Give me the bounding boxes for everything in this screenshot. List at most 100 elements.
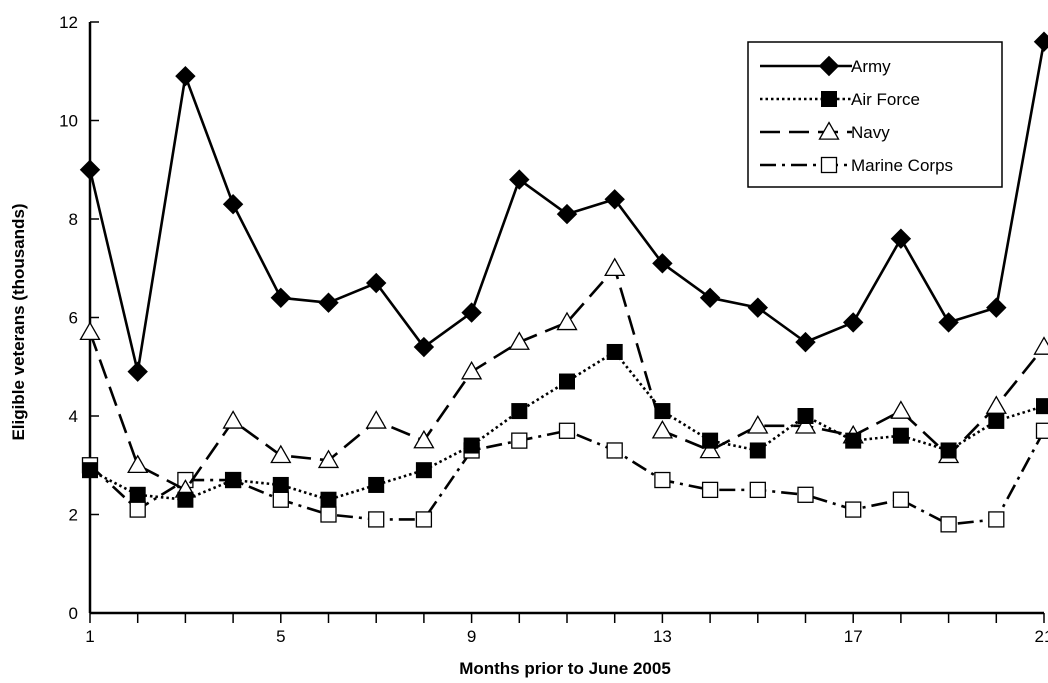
data-point-air-force bbox=[606, 343, 623, 360]
data-point-navy bbox=[222, 410, 244, 429]
x-axis-title: Months prior to June 2005 bbox=[459, 659, 671, 678]
data-point-air-force bbox=[225, 472, 242, 489]
data-point-navy bbox=[890, 400, 912, 419]
data-point-army bbox=[890, 228, 912, 249]
legend-marker-navy bbox=[818, 121, 840, 140]
data-point-air-force bbox=[320, 491, 337, 508]
data-point-navy bbox=[508, 331, 530, 350]
data-point-air-force bbox=[702, 432, 719, 449]
y-tick-label: 4 bbox=[69, 407, 78, 426]
legend-label-air-force: Air Force bbox=[851, 90, 920, 109]
data-point-army bbox=[318, 292, 339, 313]
data-point-air-force bbox=[82, 462, 98, 479]
y-tick-label: 6 bbox=[69, 309, 78, 328]
x-tick-label: 17 bbox=[844, 627, 863, 646]
data-point-marine-corps bbox=[606, 442, 623, 459]
data-point-navy bbox=[651, 419, 674, 439]
x-tick-label: 5 bbox=[276, 627, 285, 646]
data-point-army bbox=[222, 194, 244, 215]
data-point-air-force bbox=[559, 373, 575, 390]
data-point-air-force bbox=[415, 462, 432, 479]
data-point-marine-corps bbox=[988, 511, 1005, 528]
data-point-army bbox=[79, 159, 101, 180]
data-point-air-force bbox=[463, 437, 480, 454]
legend-marker-marine-corps bbox=[820, 156, 838, 174]
data-point-marine-corps bbox=[368, 511, 385, 528]
data-point-marine-corps bbox=[940, 516, 957, 533]
data-point-army bbox=[699, 287, 721, 309]
x-tick-label: 9 bbox=[467, 627, 476, 646]
series-layer bbox=[79, 31, 1048, 533]
legend-marker-air-force bbox=[821, 91, 837, 107]
series-line-marine-corps bbox=[89, 429, 1046, 526]
data-point-navy bbox=[127, 454, 149, 474]
legend-label-marine-corps: Marine Corps bbox=[851, 156, 953, 175]
x-tick-label: 13 bbox=[653, 627, 672, 646]
data-point-air-force bbox=[845, 432, 862, 449]
data-point-navy bbox=[317, 449, 340, 469]
data-point-marine-corps bbox=[511, 432, 528, 449]
y-axis-title: Eligible veterans (thousands) bbox=[9, 203, 28, 440]
data-point-army bbox=[365, 272, 387, 294]
data-point-air-force bbox=[129, 486, 146, 503]
legend: Army Air Force Navy Marine Corps bbox=[747, 41, 1003, 188]
series-army bbox=[79, 31, 1048, 382]
data-point-marine-corps bbox=[415, 511, 433, 528]
series-navy bbox=[79, 257, 1048, 498]
data-point-navy bbox=[985, 395, 1007, 414]
data-point-marine-corps bbox=[558, 422, 576, 439]
y-tick-label: 2 bbox=[69, 506, 78, 525]
data-point-marine-corps bbox=[272, 491, 289, 508]
data-point-marine-corps bbox=[845, 501, 862, 518]
series-line-navy bbox=[88, 266, 1046, 492]
data-point-navy bbox=[460, 360, 483, 380]
data-point-marine-corps bbox=[1035, 422, 1048, 439]
x-tick-label: 1 bbox=[85, 627, 94, 646]
data-point-air-force bbox=[1036, 398, 1048, 415]
data-point-marine-corps bbox=[129, 501, 146, 518]
data-point-army bbox=[986, 297, 1007, 318]
data-point-army bbox=[556, 203, 578, 225]
data-point-army bbox=[175, 65, 196, 87]
legend-label-army: Army bbox=[851, 57, 891, 76]
axes: 0 2 4 6 8 10 12 1 5 9 13 17 21 bbox=[59, 13, 1048, 646]
data-point-air-force bbox=[511, 403, 528, 420]
data-point-army bbox=[795, 331, 816, 353]
data-point-army bbox=[747, 297, 769, 318]
x-tick-label: 21 bbox=[1035, 627, 1048, 646]
data-point-air-force bbox=[749, 442, 766, 459]
data-point-air-force bbox=[368, 476, 385, 493]
y-tick-label: 0 bbox=[69, 604, 78, 623]
legend-marker-army bbox=[818, 55, 840, 77]
data-point-navy bbox=[1033, 336, 1048, 355]
data-point-marine-corps bbox=[654, 471, 671, 489]
data-point-navy bbox=[699, 439, 721, 459]
data-point-air-force bbox=[272, 476, 289, 493]
data-point-army bbox=[509, 169, 530, 190]
data-point-army bbox=[127, 361, 148, 382]
y-tick-label: 12 bbox=[59, 13, 78, 32]
data-point-navy bbox=[79, 321, 101, 341]
data-point-navy bbox=[747, 415, 769, 434]
data-point-army bbox=[270, 287, 292, 309]
data-point-army bbox=[1033, 31, 1048, 52]
data-point-navy bbox=[365, 410, 387, 429]
data-point-army bbox=[938, 312, 959, 333]
data-point-navy bbox=[413, 429, 435, 449]
data-point-marine-corps bbox=[320, 506, 337, 523]
data-point-army bbox=[604, 189, 625, 210]
data-point-navy bbox=[604, 257, 626, 277]
data-point-air-force bbox=[177, 491, 194, 508]
data-point-air-force bbox=[797, 408, 814, 424]
legend-label-navy: Navy bbox=[851, 123, 890, 142]
y-tick-label: 8 bbox=[69, 210, 78, 229]
series-air-force bbox=[82, 343, 1048, 508]
data-point-air-force bbox=[940, 442, 957, 459]
data-point-army bbox=[461, 302, 482, 323]
data-point-marine-corps bbox=[892, 491, 910, 508]
data-point-air-force bbox=[892, 427, 909, 444]
data-point-air-force bbox=[654, 403, 671, 420]
data-point-marine-corps bbox=[701, 481, 719, 499]
legend-box bbox=[747, 41, 1003, 188]
